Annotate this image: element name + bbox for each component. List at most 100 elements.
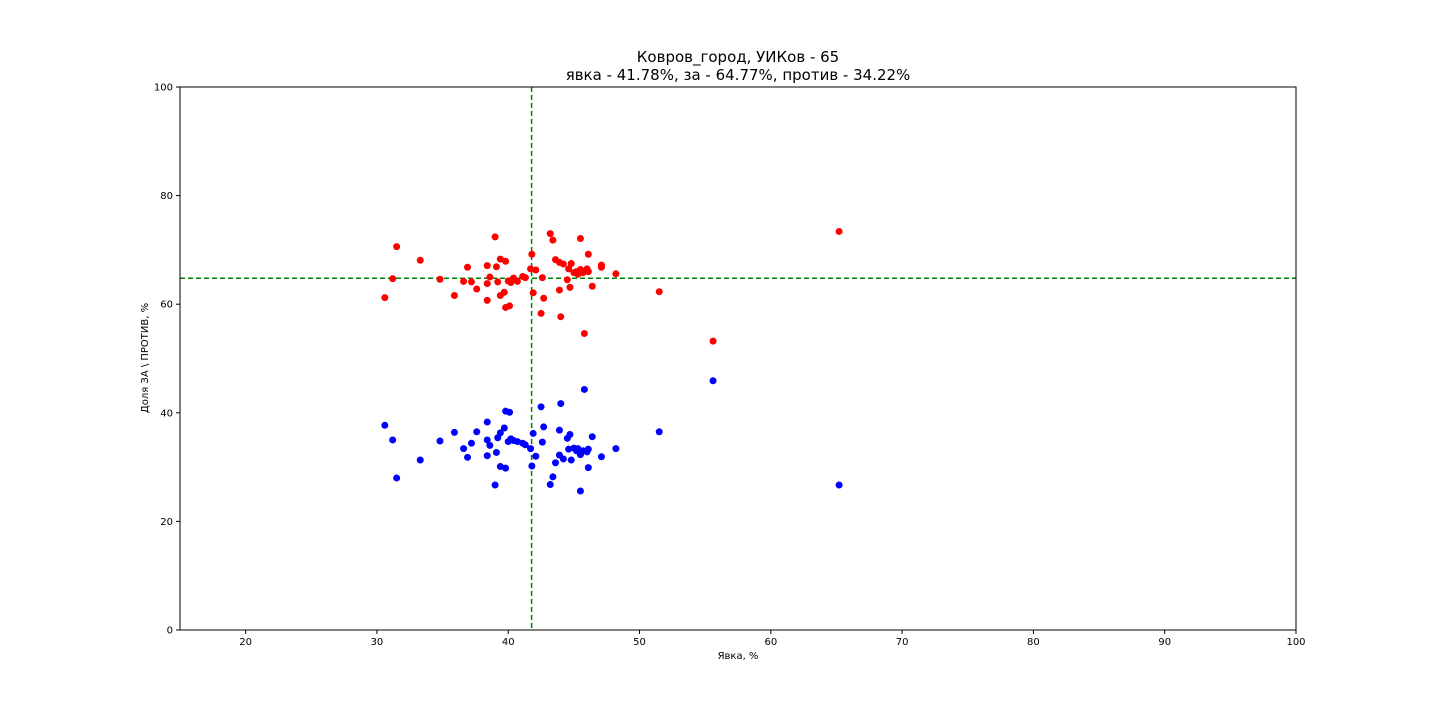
against-share-point [567, 456, 575, 464]
for-share-point [460, 277, 468, 285]
against-share-point [496, 463, 504, 471]
against-share-point [540, 423, 548, 431]
against-share-point [552, 459, 560, 467]
against-share-point [528, 462, 536, 470]
for-share-point [416, 256, 424, 264]
for-share-point [389, 275, 397, 283]
for-share-point [393, 243, 401, 251]
for-share-point [584, 268, 592, 276]
for-share-point [549, 236, 557, 244]
x-tick-label: 100 [1286, 637, 1305, 648]
against-share-point [436, 437, 444, 445]
for-share-point [565, 265, 573, 273]
for-share-point [500, 288, 508, 296]
against-share-point [574, 445, 582, 453]
against-share-point [492, 448, 500, 456]
chart-subtitle: явка - 41.78%, за - 64.77%, против - 34.… [566, 66, 911, 84]
for-share-point [436, 275, 444, 283]
x-tick-label: 60 [764, 637, 777, 648]
for-share-point [540, 294, 548, 302]
for-share-point [584, 250, 592, 258]
against-share-point [483, 436, 491, 444]
against-share-point [549, 473, 557, 481]
for-share-point [483, 296, 491, 304]
y-tick-label: 0 [167, 626, 173, 637]
for-share-point [555, 286, 563, 294]
against-share-point [559, 455, 567, 463]
for-share-point [473, 285, 481, 293]
y-tick-label: 100 [154, 83, 173, 94]
x-axis-ticks: 20 30 40 50 60 70 80 90 100 [239, 630, 1306, 648]
against-share-point [513, 438, 521, 446]
x-tick-label: 20 [239, 637, 252, 648]
for-share-point [491, 233, 499, 241]
for-share-point [528, 250, 536, 258]
against-share-point [597, 453, 605, 461]
against-share-point [483, 418, 491, 426]
against-share-point [389, 436, 397, 444]
against-share-point [537, 403, 545, 411]
y-tick-label: 20 [160, 517, 173, 528]
for-share-point [513, 277, 521, 285]
x-tick-label: 50 [633, 637, 646, 648]
for-share-point [486, 273, 494, 281]
against-share-point [538, 438, 546, 446]
against-share-point [565, 445, 573, 453]
for-share-point [546, 230, 554, 238]
x-axis-label: Явка, % [718, 651, 759, 662]
for-share-point [521, 274, 529, 282]
against-share-point [483, 452, 491, 460]
against-share-point [460, 445, 468, 453]
against-share-point [655, 428, 663, 436]
against-share-point [588, 433, 596, 441]
against-share-point [502, 464, 510, 472]
x-tick-label: 70 [896, 637, 909, 648]
chart-title: Ковров_город, УИКов - 65 [637, 48, 839, 67]
for-share-point [566, 283, 574, 291]
against-share-point [416, 456, 424, 464]
for-share-point [532, 266, 540, 274]
for-share-point [492, 263, 500, 271]
against-share-point [500, 424, 508, 432]
y-axis-label: Доля ЗА \ ПРОТИВ, % [140, 303, 151, 413]
for-share-point [496, 255, 504, 263]
x-tick-label: 90 [1158, 637, 1171, 648]
against-share-point [580, 385, 588, 393]
plot-area-frame [179, 86, 1297, 631]
against-share-point [521, 441, 529, 449]
for-share-point [580, 330, 588, 338]
against-share-point [532, 452, 540, 460]
against-share-point [464, 453, 472, 461]
against-share-point [557, 400, 565, 408]
for-share-point [588, 282, 596, 290]
against-share-point [527, 445, 535, 453]
for-share-point [467, 278, 475, 286]
for-share-point [709, 337, 717, 345]
against-share-point [584, 464, 592, 472]
for-share-point [483, 280, 491, 288]
for-share-point [450, 292, 458, 300]
against-share-point [546, 480, 554, 488]
against-share-point [566, 431, 574, 439]
y-axis-ticks: 0 20 40 60 80 100 [154, 83, 180, 637]
y-tick-label: 60 [160, 300, 173, 311]
against-share-point [612, 445, 620, 453]
against-share-point [381, 421, 389, 429]
for-share-point [494, 278, 502, 286]
x-tick-label: 30 [371, 637, 384, 648]
for-share-point [506, 302, 514, 310]
against-share-point [496, 429, 504, 437]
for-share-point [502, 257, 510, 265]
against-share-point [467, 439, 475, 447]
for-share-point [655, 288, 663, 296]
against-share-point [486, 441, 494, 449]
against-share-point [450, 428, 458, 436]
x-tick-label: 40 [502, 637, 515, 648]
against-share-point [393, 474, 401, 482]
y-tick-label: 80 [160, 191, 173, 202]
for-share-point [576, 234, 584, 242]
for-share-point [612, 270, 620, 278]
against-share-point [835, 481, 843, 489]
for-share-point [537, 309, 545, 317]
against-share-point [491, 481, 499, 489]
